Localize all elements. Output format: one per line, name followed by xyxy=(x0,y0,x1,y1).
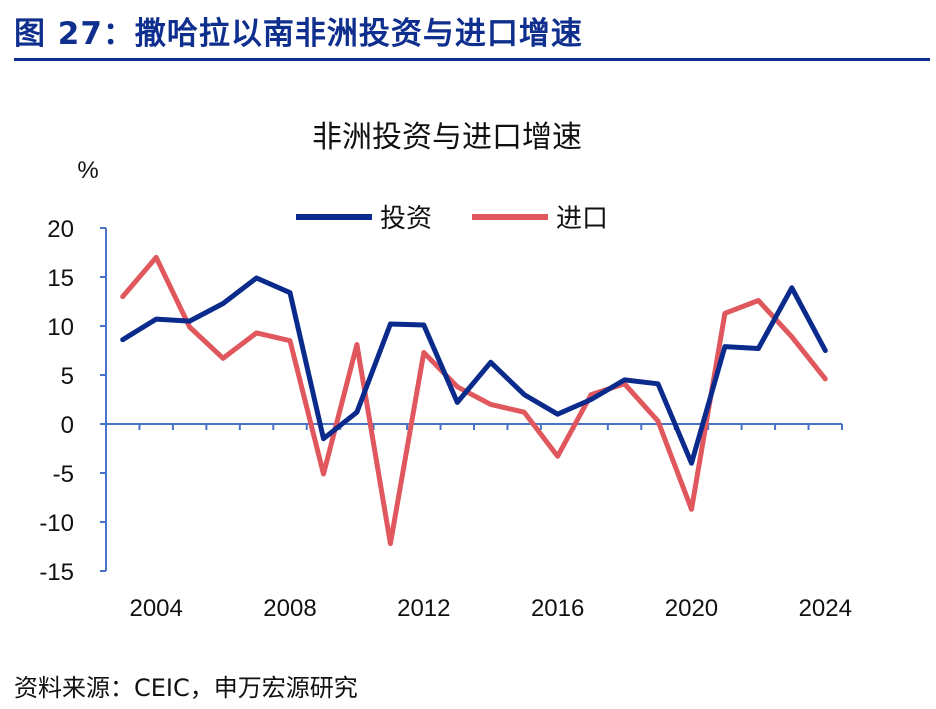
x-tick-label: 2008 xyxy=(263,595,316,622)
x-tick-label: 2012 xyxy=(397,595,450,622)
x-tick-label: 2024 xyxy=(799,595,852,622)
legend-label-investment: 投资 xyxy=(380,204,432,234)
legend: 投资 进口 xyxy=(296,204,608,234)
x-tick-label: 2020 xyxy=(665,595,718,622)
y-tick-label: -15 xyxy=(39,559,74,586)
y-tick-label: 5 xyxy=(61,363,74,390)
figure-title: 图 27：撒哈拉以南非洲投资与进口增速 xyxy=(14,16,583,52)
y-tick-label: 0 xyxy=(61,412,74,439)
source-note: 资料来源：CEIC，申万宏源研究 xyxy=(14,674,358,702)
y-axis-unit-label: % xyxy=(77,157,98,184)
chart-title: 非洲投资与进口增速 xyxy=(312,120,582,155)
series-line-investment xyxy=(120,275,828,466)
x-tick-label: 2016 xyxy=(531,595,584,622)
y-tick-label: -5 xyxy=(53,461,74,488)
y-tick-label: 10 xyxy=(47,314,74,341)
y-tick-label: 15 xyxy=(47,265,74,292)
axes: 20 15 10 5 0 -5 -10 -15 2004 2008 2012 2016 2020 2024 xyxy=(39,216,852,622)
series-lines xyxy=(120,254,828,547)
y-tick-label: 20 xyxy=(47,216,74,243)
legend-label-imports: 进口 xyxy=(556,204,608,234)
title-rule xyxy=(14,58,930,61)
x-tick-label: 2004 xyxy=(129,595,182,622)
y-tick-label: -10 xyxy=(39,510,74,537)
